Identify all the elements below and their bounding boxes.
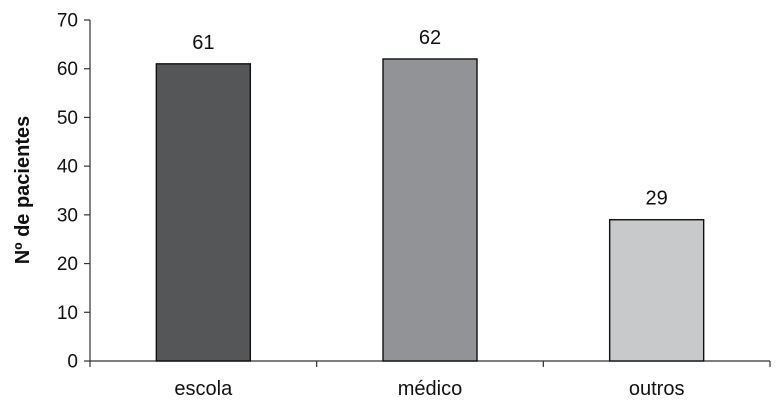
- bars: [155, 58, 705, 362]
- x-category-label: outros: [629, 378, 685, 400]
- y-tick-label: 70: [57, 11, 78, 32]
- bar-value-label: 29: [646, 188, 668, 210]
- x-axis: escola médico outros: [89, 360, 771, 400]
- bar-médico: [382, 58, 478, 362]
- x-category-label: escola: [174, 378, 233, 400]
- y-tick-label: 50: [57, 108, 78, 129]
- bar-outros: [608, 219, 705, 362]
- y-tick-label: 60: [57, 59, 78, 80]
- y-axis: 0 10 20 30 40 50 60 70: [57, 11, 91, 373]
- y-tick-label: 20: [57, 254, 78, 275]
- bar-escola: [155, 63, 252, 362]
- bar-value-label: 62: [419, 27, 441, 49]
- y-tick-label: 40: [57, 157, 78, 178]
- y-tick-label: 0: [67, 352, 78, 373]
- x-category-label: médico: [398, 378, 462, 400]
- y-tick-label: 10: [57, 303, 78, 324]
- y-tick-label: 30: [57, 205, 78, 226]
- bar-value-label: 61: [192, 32, 214, 54]
- data-labels: 61 62 29: [192, 27, 668, 210]
- y-axis-title: Nº de pacientes: [12, 116, 34, 264]
